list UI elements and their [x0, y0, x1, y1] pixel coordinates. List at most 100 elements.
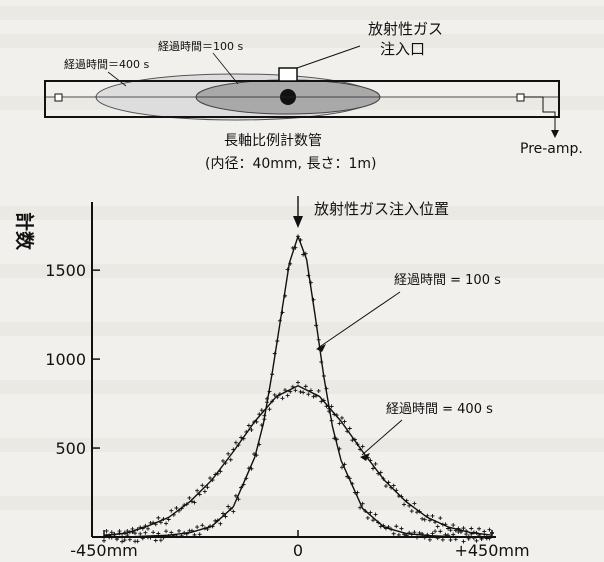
- data-point: [283, 388, 288, 393]
- series-100s-leader: [317, 291, 401, 349]
- data-point: [339, 465, 344, 470]
- x-tick-label: +450mm: [454, 541, 529, 560]
- data-point: [324, 386, 329, 391]
- data-point: [453, 528, 458, 533]
- data-point: [402, 532, 407, 537]
- data-point: [425, 513, 430, 518]
- data-point: [135, 539, 140, 544]
- data-point: [407, 503, 412, 508]
- data-point: [161, 517, 166, 522]
- data-point: [314, 323, 319, 328]
- data-point: [402, 502, 407, 507]
- data-point: [210, 524, 215, 529]
- data-point: [177, 528, 182, 533]
- data-point: [448, 537, 453, 542]
- data-point: [296, 234, 300, 239]
- data-point: [215, 518, 220, 523]
- data-point: [306, 273, 311, 278]
- data-point: [107, 535, 112, 540]
- data-point: [169, 508, 174, 513]
- data-point: [404, 533, 409, 538]
- data-point: [233, 493, 238, 498]
- data-point: [396, 532, 401, 537]
- data-point: [161, 535, 166, 540]
- data-point: [399, 526, 404, 531]
- data-point: [378, 524, 383, 529]
- data-point: [166, 534, 171, 539]
- data-point: [321, 373, 326, 378]
- data-point: [319, 399, 324, 404]
- data-point: [179, 506, 184, 511]
- data-point: [197, 492, 202, 497]
- data-point: [205, 485, 210, 490]
- data-point: [479, 535, 484, 540]
- y-tick-label: 500: [55, 439, 86, 458]
- data-point: [464, 529, 469, 534]
- preamp-arrow: [551, 130, 559, 138]
- background-text-line: [0, 496, 604, 510]
- data-point: [373, 512, 378, 517]
- data-point: [179, 533, 184, 538]
- data-point: [236, 443, 241, 448]
- data-point: [215, 471, 220, 476]
- data-point: [352, 437, 357, 442]
- background-text-line: [0, 34, 604, 48]
- data-point: [104, 528, 109, 533]
- data-point: [448, 528, 453, 533]
- data-point: [371, 466, 376, 471]
- data-point: [484, 534, 489, 539]
- gas-inlet-label-line1: 放射性ガス: [368, 20, 443, 38]
- data-point: [301, 252, 306, 257]
- data-point: [321, 398, 326, 403]
- data-point: [308, 388, 313, 393]
- data-point: [381, 523, 386, 528]
- data-point: [249, 427, 254, 432]
- data-point: [440, 537, 445, 542]
- data-point: [127, 537, 132, 542]
- data-point: [339, 415, 344, 420]
- data-point: [270, 372, 275, 377]
- data-point: [114, 537, 119, 542]
- data-point: [156, 515, 161, 520]
- data-point: [158, 538, 163, 543]
- time-400s-leader: [107, 71, 127, 87]
- data-point: [125, 533, 130, 538]
- data-point: [350, 438, 355, 443]
- data-point: [236, 497, 241, 502]
- data-point: [430, 513, 435, 518]
- data-point: [151, 520, 156, 525]
- data-point: [140, 536, 145, 541]
- data-point: [112, 532, 117, 537]
- data-point: [257, 412, 262, 417]
- data-point: [311, 297, 316, 302]
- data-point: [391, 483, 396, 488]
- data-point: [262, 417, 267, 422]
- data-point: [469, 526, 474, 531]
- data-point: [252, 452, 257, 457]
- data-point: [404, 498, 409, 503]
- data-point: [461, 526, 466, 531]
- background-text-line: [0, 264, 604, 278]
- data-point: [228, 506, 233, 511]
- data-point: [487, 527, 492, 532]
- data-point: [420, 516, 425, 521]
- data-point: [125, 529, 130, 534]
- series-100s-label: 経過時間 = 100 s: [394, 273, 501, 288]
- data-point: [223, 461, 228, 466]
- data-point: [360, 444, 365, 449]
- data-point: [376, 471, 381, 476]
- data-point: [347, 426, 352, 431]
- data-point: [246, 466, 251, 471]
- data-point: [451, 532, 456, 537]
- data-point: [239, 435, 244, 440]
- counter-tube-diagram: 放射性ガス 注入口 経過時間＝100 s 経過時間＝400 s Pre-amp.…: [44, 20, 583, 172]
- data-point: [383, 526, 388, 531]
- data-point: [164, 521, 169, 526]
- data-point: [337, 446, 342, 451]
- data-point: [358, 505, 363, 510]
- preamp-label: Pre-amp.: [520, 141, 583, 157]
- data-point: [277, 318, 282, 323]
- data-point: [290, 384, 295, 389]
- data-point: [280, 310, 285, 315]
- data-point: [490, 530, 494, 535]
